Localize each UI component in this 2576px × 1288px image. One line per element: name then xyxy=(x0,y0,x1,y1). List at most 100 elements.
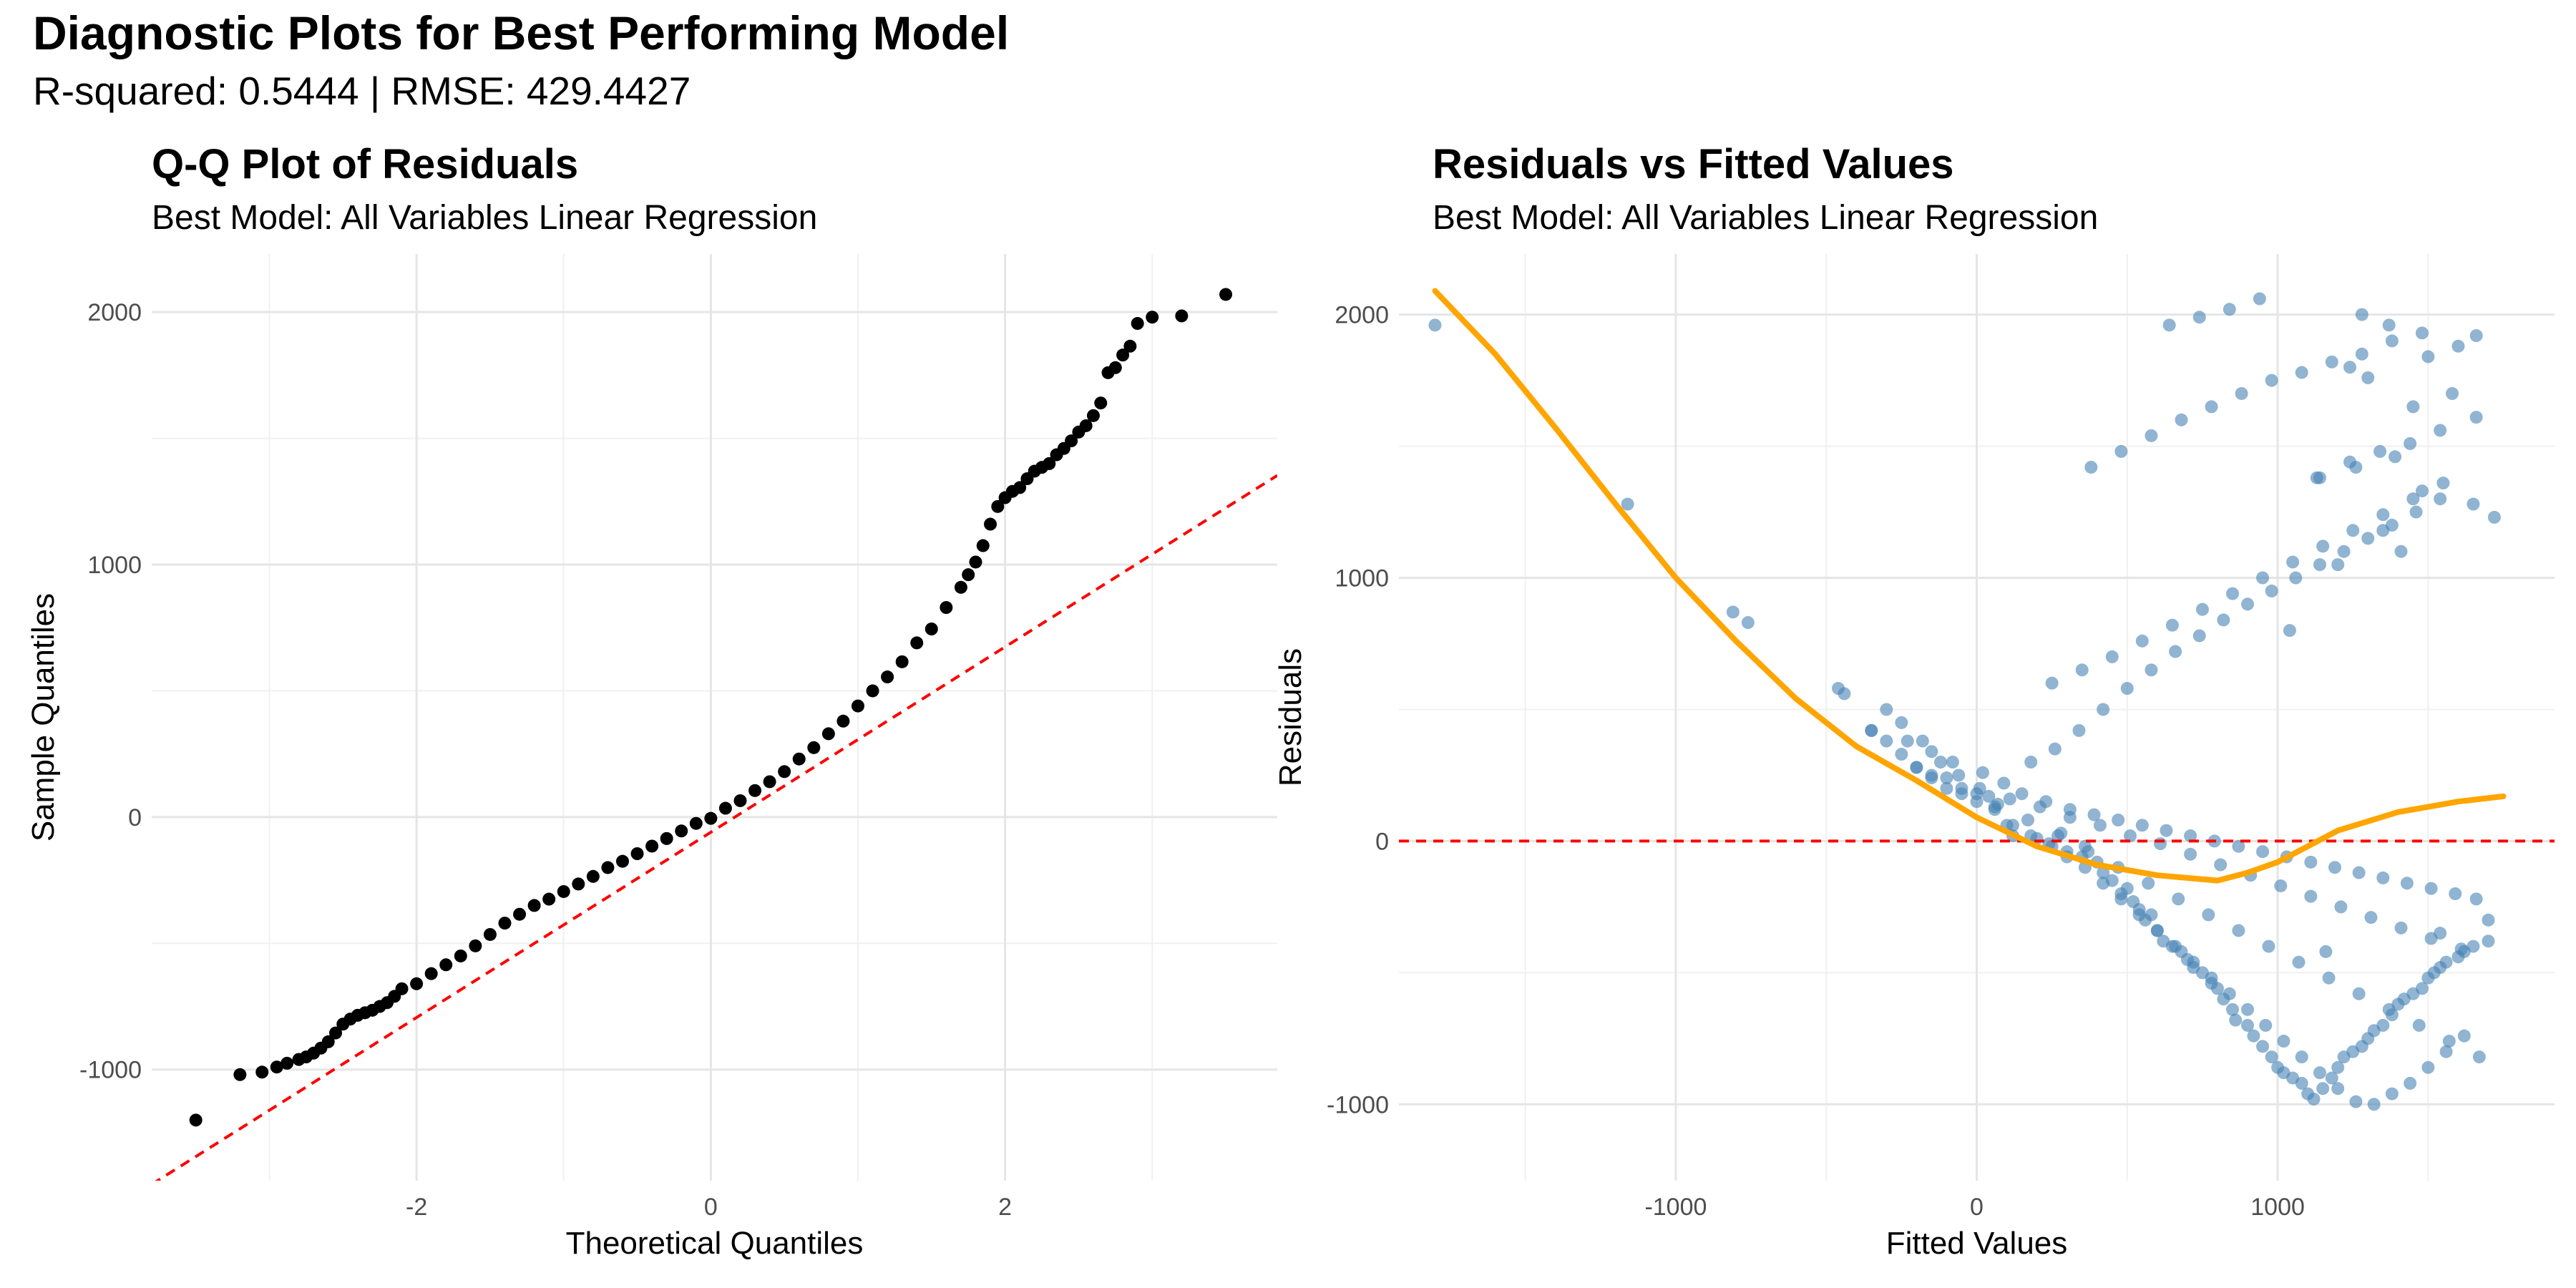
qq-point xyxy=(542,892,556,906)
residual-point xyxy=(2421,350,2435,364)
residual-point xyxy=(2482,935,2495,948)
qq-point xyxy=(601,861,615,874)
residual-point xyxy=(2457,1029,2471,1043)
residual-point xyxy=(2202,908,2215,922)
residual-point xyxy=(2352,866,2366,879)
residual-point xyxy=(2192,311,2206,324)
residual-point xyxy=(2033,800,2046,814)
residual-point xyxy=(2319,945,2333,958)
residual-point xyxy=(2135,634,2149,648)
qq-point xyxy=(1175,309,1189,323)
rf-x-tick-label: 1000 xyxy=(2250,1194,2305,1221)
residual-point xyxy=(2382,1002,2396,1016)
qq-point xyxy=(976,539,990,552)
qq-point xyxy=(910,636,924,650)
residual-point xyxy=(2292,955,2306,969)
residual-point xyxy=(2120,682,2134,696)
qq-point xyxy=(586,869,600,883)
qq-point xyxy=(675,824,688,838)
qq-point xyxy=(1219,288,1233,301)
residual-point xyxy=(2172,892,2185,906)
residual-point xyxy=(2225,1002,2239,1016)
residual-point xyxy=(2024,756,2038,769)
qq-point xyxy=(1108,361,1122,374)
residual-point xyxy=(1895,748,1908,761)
qq-plot-area xyxy=(155,288,1277,1181)
residual-point xyxy=(2467,940,2480,953)
residual-point xyxy=(2325,355,2338,369)
residual-point xyxy=(2265,1050,2278,1064)
residual-point xyxy=(2482,913,2495,927)
qq-panel: -2 0 2 -1000 0 1000 2000 Theoretical Quantiles S… xyxy=(26,254,1277,1261)
residual-point xyxy=(2325,1071,2338,1085)
residual-point xyxy=(2412,1018,2426,1032)
residual-point xyxy=(2361,371,2375,384)
residual-point xyxy=(2307,1092,2321,1106)
qq-point xyxy=(615,854,629,868)
qq-point xyxy=(1043,457,1056,470)
qq-point xyxy=(572,877,585,891)
qq-point xyxy=(778,765,791,779)
residual-point xyxy=(1997,776,2011,790)
qq-point xyxy=(895,655,909,668)
residual-point xyxy=(2346,524,2360,537)
residual-point xyxy=(2404,1076,2417,1090)
residual-point xyxy=(2241,1018,2255,1032)
residual-point xyxy=(2082,845,2095,859)
residual-point xyxy=(1880,703,1893,716)
residual-point xyxy=(2135,819,2149,832)
residual-point xyxy=(1934,756,1948,769)
residual-point xyxy=(2367,1098,2381,1111)
qq-point xyxy=(718,801,732,815)
qq-point xyxy=(630,847,644,861)
residual-point xyxy=(2376,524,2390,537)
residual-point xyxy=(2316,1082,2330,1096)
qq-point xyxy=(329,1026,343,1040)
residual-point xyxy=(2123,829,2137,843)
residual-point xyxy=(2205,971,2218,985)
residual-point xyxy=(2210,982,2224,995)
rf-y-axis-label: Residuals xyxy=(1273,648,1308,786)
residual-point xyxy=(2446,386,2459,400)
qq-point xyxy=(836,714,850,728)
residual-point xyxy=(2434,424,2447,437)
rf-x-tick-label: 0 xyxy=(1970,1194,1984,1221)
residual-point xyxy=(2265,374,2278,387)
residual-point xyxy=(2349,460,2363,474)
qq-point xyxy=(660,831,673,845)
residual-point xyxy=(2313,1066,2326,1080)
qq-point xyxy=(1146,311,1159,324)
residual-point xyxy=(2217,613,2230,627)
residual-point xyxy=(2331,1082,2345,1096)
residual-point xyxy=(2225,587,2239,600)
residual-point xyxy=(2021,813,2034,826)
qq-point xyxy=(270,1060,283,1074)
residual-point xyxy=(1940,781,1953,795)
residual-point xyxy=(2376,871,2390,884)
residual-point xyxy=(2337,545,2351,558)
residual-point xyxy=(2409,505,2423,519)
residual-point xyxy=(2467,497,2480,511)
qq-point xyxy=(1116,348,1130,362)
residual-point xyxy=(2063,811,2077,824)
residual-point xyxy=(2343,361,2357,374)
residual-point xyxy=(2265,584,2278,597)
residual-point xyxy=(2400,877,2414,890)
qq-point xyxy=(233,1068,247,1081)
residual-point xyxy=(2376,1018,2390,1032)
residual-point xyxy=(2352,987,2366,1000)
residual-point xyxy=(2232,924,2245,937)
residual-point xyxy=(2015,787,2029,801)
rf-panel: -1000 0 1000 -1000 0 1000 2000 Fitted Values Res… xyxy=(1273,254,2555,1261)
residual-point xyxy=(2487,510,2501,524)
residual-point xyxy=(2322,971,2336,985)
qq-point xyxy=(851,699,864,713)
qq-point xyxy=(280,1056,294,1070)
residual-point xyxy=(2072,723,2086,737)
residual-point xyxy=(2175,413,2188,426)
qq-point xyxy=(991,499,1005,513)
residual-point xyxy=(2304,855,2318,869)
residuals-plot-subtitle: Best Model: All Variables Linear Regress… xyxy=(1433,199,2099,237)
